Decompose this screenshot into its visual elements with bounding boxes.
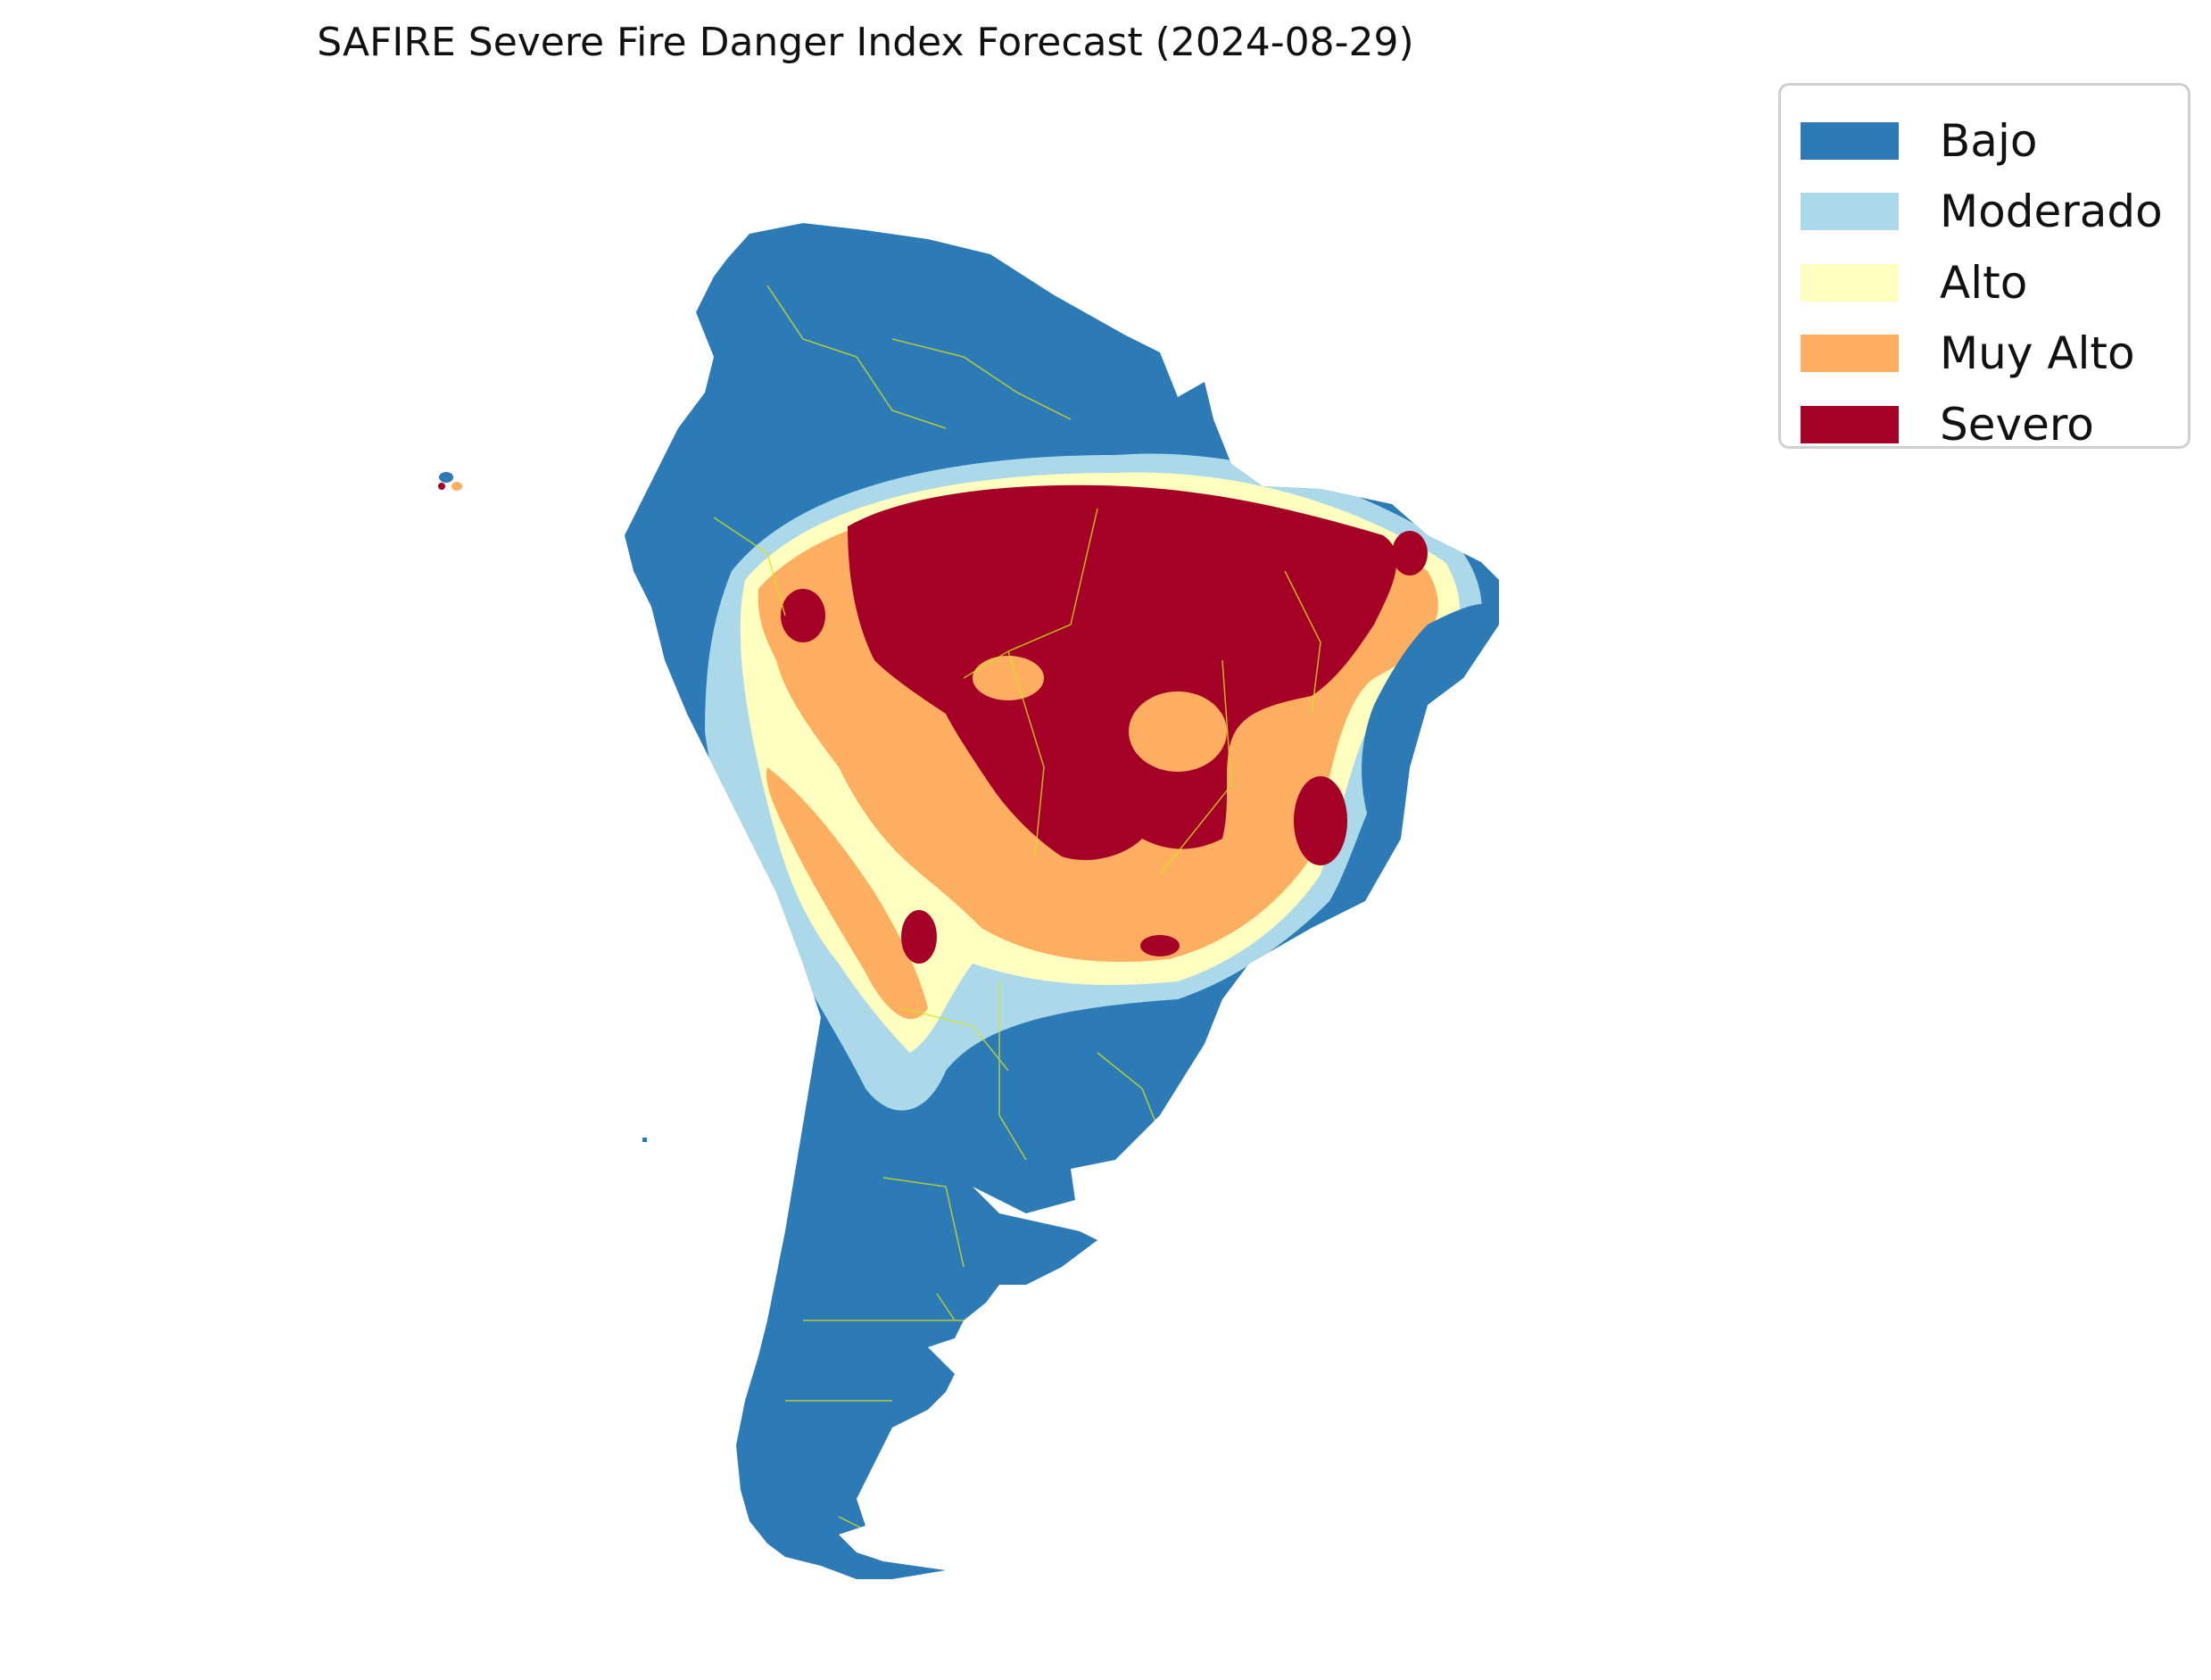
legend: Bajo Moderado Alto Muy Alto Severo <box>1778 83 2190 451</box>
zone-severo <box>848 484 1397 860</box>
legend-label-moderado: Moderado <box>1940 186 2163 238</box>
legend-label-muy-alto: Muy Alto <box>1940 327 2135 380</box>
legend-label-severo: Severo <box>1940 398 2094 451</box>
admin-boundaries <box>713 285 1321 1535</box>
legend-item-bajo: Bajo <box>1801 105 2188 177</box>
legend-swatch-severo <box>1801 405 1899 443</box>
galapagos-islands <box>438 472 462 491</box>
legend-label-bajo: Bajo <box>1940 114 2038 167</box>
legend-item-alto: Alto <box>1801 247 2188 319</box>
zone-muy-alto-andes <box>766 767 928 1020</box>
legend-swatch-moderado <box>1801 193 1899 231</box>
small-island <box>642 1138 647 1142</box>
severo-patch-andes <box>901 910 937 964</box>
legend-item-moderado: Moderado <box>1801 177 2188 248</box>
legend-swatch-bajo <box>1801 121 1899 160</box>
map-title: SAFIRE Severe Fire Danger Index Forecast… <box>317 20 1414 65</box>
legend-swatch-muy-alto <box>1801 335 1899 373</box>
severo-patch-west <box>781 589 825 642</box>
fire-danger-map <box>438 223 1499 1579</box>
severo-patch-east <box>1294 776 1347 865</box>
severo-patch-south <box>1140 935 1180 956</box>
legend-item-muy-alto: Muy Alto <box>1801 319 2188 390</box>
severo-patch-ne <box>1392 531 1428 575</box>
legend-swatch-alto <box>1801 263 1899 302</box>
muy-alto-hole-1 <box>1129 691 1227 772</box>
legend-label-alto: Alto <box>1940 256 2028 309</box>
muy-alto-hole-2 <box>973 656 1044 700</box>
legend-item-severo: Severo <box>1801 389 2188 460</box>
